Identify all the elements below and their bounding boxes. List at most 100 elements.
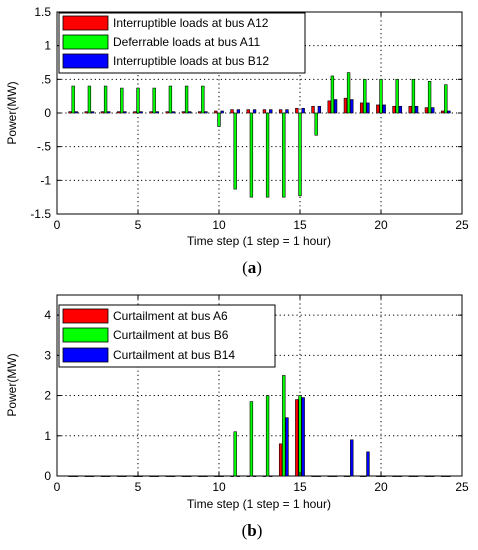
bar-a-s2-x11 — [236, 109, 241, 114]
bar-a-s2-x9 — [204, 111, 208, 114]
legend-label-b-2: Curtailment at bus B14 — [113, 348, 235, 362]
bar-a-s1-x10 — [217, 112, 221, 127]
bar-a-s2-x12 — [252, 109, 257, 114]
bar-b-s0-x1 — [68, 475, 72, 477]
legend-swatch-a-1 — [62, 34, 109, 50]
bar-b-s1-x2 — [87, 475, 92, 477]
bar-a-s0-x14 — [278, 109, 283, 114]
bar-a-s0-x13 — [262, 109, 267, 114]
bar-b-s2-x22 — [414, 475, 419, 477]
x-tick-label: 10 — [212, 218, 226, 232]
legend-label-a-0: Interruptible loads at bus A12 — [113, 16, 269, 30]
bar-a-s0-x23 — [424, 107, 429, 114]
legend-swatch-b-1 — [62, 327, 109, 343]
bar-a-s1-x17 — [330, 75, 335, 114]
bar-a-s2-x13 — [269, 109, 273, 114]
bar-b-s0-x14 — [278, 443, 283, 477]
bar-b-s0-x12 — [246, 475, 250, 477]
bar-b-s2-x13 — [269, 475, 273, 477]
bar-a-s1-x5 — [136, 87, 140, 114]
bar-a-s1-x19 — [363, 79, 367, 114]
bar-a-s2-x7 — [171, 111, 176, 114]
ticks-b: 0 1 2 3 4 0 5 10 15 20 25 — [44, 295, 469, 494]
bar-b-s1-x18 — [346, 475, 351, 477]
bar-a-s0-x22 — [408, 105, 412, 114]
x-tick-label: 25 — [455, 480, 469, 494]
bar-a-s1-x8 — [184, 85, 189, 114]
x-tick-label: 25 — [455, 218, 469, 232]
bar-b-s2-x4 — [123, 475, 127, 477]
y-tick-label: -1.5 — [30, 207, 51, 221]
caption-letter-a: a — [248, 258, 257, 277]
legend-swatch-b-2 — [62, 347, 109, 363]
bar-b-s0-x17 — [327, 475, 331, 477]
bar-b-s1-x17 — [330, 475, 335, 477]
bar-a-s0-x2 — [84, 111, 88, 114]
y-tick-label: 1 — [44, 429, 51, 443]
y-tick-label: 1 — [44, 39, 51, 53]
caption-b: (b) — [242, 521, 263, 540]
bar-a-s1-x21 — [395, 79, 399, 114]
bar-b-s2-x20 — [382, 475, 386, 477]
bar-a-s1-x4 — [120, 87, 124, 114]
bar-a-s2-x1 — [74, 111, 79, 114]
bars-b — [68, 375, 451, 477]
bar-b-s1-x20 — [379, 475, 383, 477]
bar-b-s2-x23 — [431, 475, 435, 477]
y-tick-label: 2 — [44, 389, 51, 403]
bar-b-s2-x3 — [107, 475, 111, 477]
y-tick-label: .5 — [41, 72, 51, 86]
bar-a-s0-x16 — [311, 105, 315, 114]
bar-a-s1-x3 — [103, 85, 108, 114]
y-axis-label-b: Power(MW) — [5, 353, 19, 416]
y-tick-label: 4 — [44, 308, 51, 322]
bar-b-s0-x8 — [181, 475, 186, 477]
bar-a-s0-x19 — [359, 102, 364, 114]
bar-b-s1-x24 — [444, 475, 448, 477]
bar-a-s2-x16 — [317, 105, 322, 114]
bar-b-s0-x24 — [440, 475, 445, 477]
bar-a-s0-x10 — [214, 110, 218, 114]
x-axis-label-a: Time step (1 step = 1 hour) — [187, 234, 331, 248]
bar-a-s1-x12 — [249, 112, 254, 198]
bar-b-s0-x23 — [424, 475, 429, 477]
bar-b-s0-x18 — [343, 475, 348, 477]
bar-a-s1-x24 — [444, 84, 448, 114]
bar-a-s2-x5 — [139, 111, 143, 114]
bar-a-s1-x16 — [314, 112, 318, 136]
bar-b-s0-x22 — [408, 475, 412, 477]
ticks-a: -1.5 -1 -.5 0 .5 1 1.5 0 5 10 15 20 25 — [30, 5, 469, 232]
bar-a-s0-x9 — [197, 111, 202, 114]
bar-a-s2-x18 — [350, 99, 354, 114]
bar-b-s1-x15 — [298, 395, 302, 477]
bar-a-s0-x15 — [295, 107, 299, 114]
bar-b-s1-x22 — [411, 475, 416, 477]
bar-a-s1-x11 — [233, 112, 237, 190]
bar-b-s0-x19 — [359, 475, 364, 477]
x-tick-label: 0 — [54, 218, 61, 232]
bar-a-s0-x8 — [181, 111, 186, 114]
legend-label-a-2: Interruptible loads at bus B12 — [113, 54, 269, 68]
legend-label-b-0: Curtailment at bus A6 — [113, 309, 228, 323]
bar-a-s1-x13 — [265, 112, 270, 198]
x-tick-label: 5 — [135, 480, 142, 494]
bar-a-s0-x6 — [149, 111, 153, 114]
bar-a-s0-x17 — [327, 100, 331, 114]
y-tick-label: 0 — [44, 469, 51, 483]
bar-a-s0-x24 — [440, 110, 445, 114]
bar-b-s0-x3 — [100, 475, 105, 477]
bar-b-s1-x9 — [201, 475, 205, 477]
bar-a-s0-x21 — [392, 105, 396, 114]
bar-a-s2-x10 — [220, 110, 224, 114]
bar-a-s1-x18 — [346, 72, 351, 114]
chart-a: -1.5 -1 -.5 0 .5 1 1.5 0 5 10 15 20 25 Time step (1 … — [5, 5, 469, 248]
legend-label-a-1: Deferrable loads at bus A11 — [113, 35, 261, 49]
bar-a-s2-x24 — [447, 110, 451, 114]
bar-b-s1-x13 — [265, 395, 270, 477]
bar-b-s2-x24 — [447, 475, 451, 477]
bar-a-s2-x2 — [90, 111, 95, 114]
x-tick-label: 0 — [54, 480, 61, 494]
x-tick-label: 15 — [293, 480, 307, 494]
bar-a-s0-x7 — [165, 111, 169, 114]
bar-a-s1-x7 — [168, 85, 173, 114]
